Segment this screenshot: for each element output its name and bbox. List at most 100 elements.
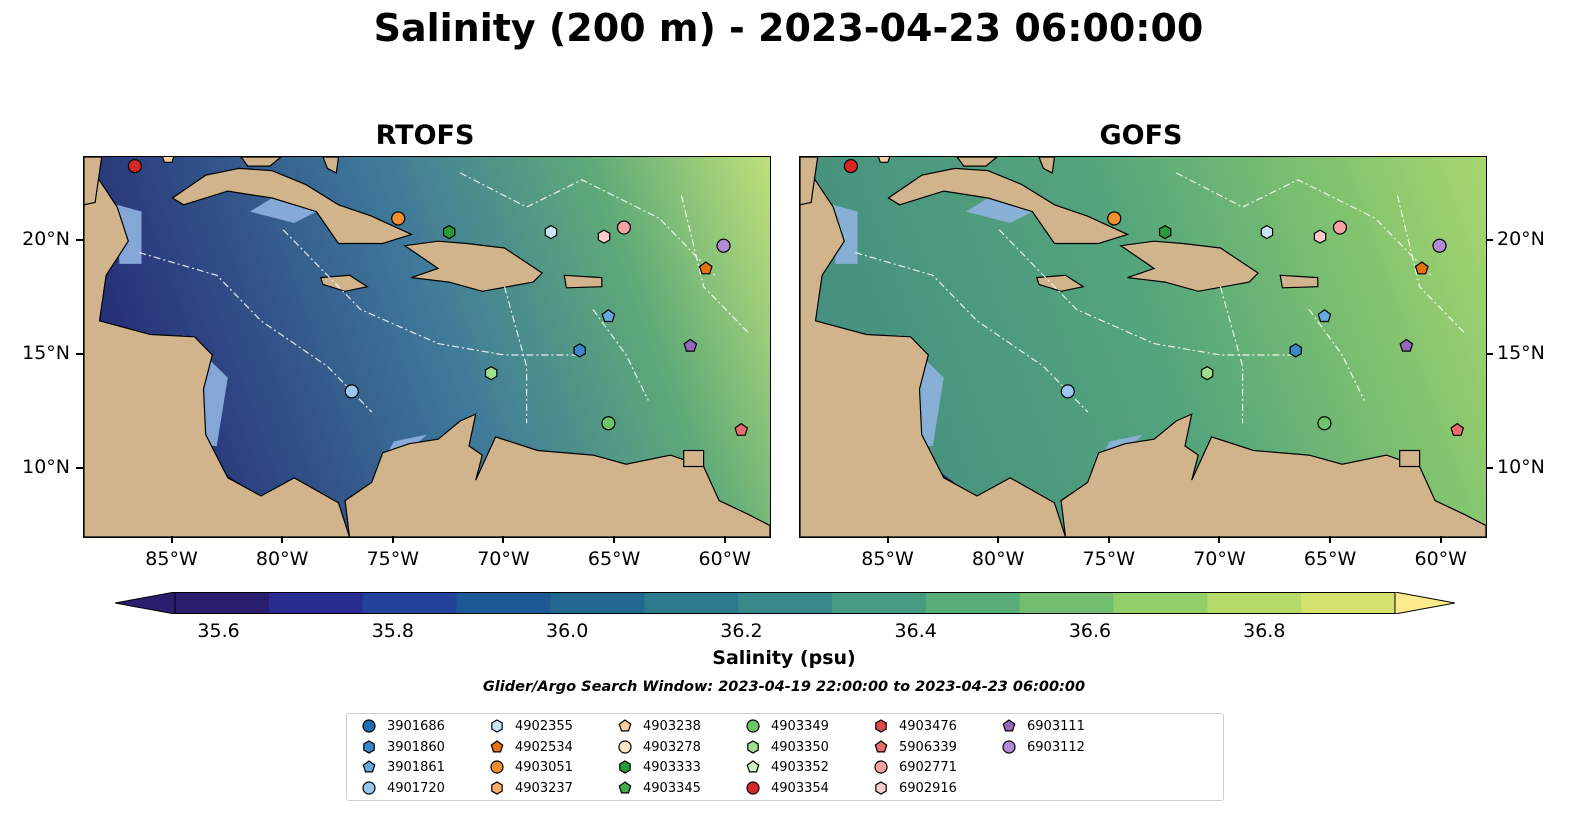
panel-title-gofs: GOFS bbox=[1099, 120, 1183, 151]
colorbar-tick-label: 36.2 bbox=[720, 620, 763, 642]
legend-marker bbox=[875, 781, 887, 795]
eez-boundary bbox=[592, 309, 649, 401]
x-tick-mark bbox=[502, 536, 505, 543]
legend-item: 4903354 bbox=[745, 780, 829, 796]
legend-label: 6902916 bbox=[899, 780, 957, 796]
legend-label: 4903349 bbox=[771, 718, 829, 734]
eez-boundary bbox=[459, 172, 716, 276]
y-tick-label-right: 15°N bbox=[1497, 341, 1545, 364]
colorbar-tick-label: 36.4 bbox=[894, 620, 937, 642]
legend-label: 5906339 bbox=[899, 739, 957, 755]
float-marker bbox=[698, 261, 713, 275]
legend-marker bbox=[363, 740, 375, 754]
float-marker bbox=[573, 343, 586, 358]
legend-item: 4903278 bbox=[617, 739, 701, 755]
x-tick-label: 60°W bbox=[1414, 548, 1467, 570]
land-centralAm bbox=[800, 157, 1067, 537]
colorbar-over-arrow bbox=[1394, 592, 1455, 614]
legend-item: 4903476 bbox=[873, 718, 957, 734]
legend-item: 6903111 bbox=[1001, 718, 1085, 734]
colorbar-segment bbox=[644, 592, 739, 614]
x-tick-label: 85°W bbox=[861, 548, 914, 570]
legend-item: 6902916 bbox=[873, 780, 957, 796]
colorbar-tick-label: 36.8 bbox=[1243, 620, 1286, 642]
legend-marker bbox=[746, 760, 760, 773]
float-marker bbox=[601, 309, 616, 323]
search-window-text: Glider/Argo Search Window: 2023-04-19 22… bbox=[482, 679, 1086, 695]
x-tick-mark bbox=[613, 536, 616, 543]
eez-boundary bbox=[1308, 309, 1365, 401]
colorbar-segment bbox=[456, 592, 551, 614]
rtofs-map[interactable] bbox=[83, 156, 771, 538]
legend-item: 3901860 bbox=[361, 739, 445, 755]
legend-label: 6903112 bbox=[1027, 739, 1085, 755]
eez-boundary bbox=[998, 229, 1298, 356]
legend-item: 3901686 bbox=[361, 718, 445, 734]
x-tick-label: 80°W bbox=[971, 548, 1025, 570]
x-tick-label: 65°W bbox=[587, 548, 641, 570]
land-centralAm bbox=[84, 157, 351, 537]
y-tick-label-left: 20°N bbox=[22, 228, 70, 251]
legend-item: 3901861 bbox=[361, 759, 445, 775]
float-marker bbox=[1107, 211, 1122, 226]
x-tick-mark bbox=[886, 536, 889, 543]
legend-marker bbox=[618, 719, 632, 732]
legend-item: 4903349 bbox=[745, 718, 829, 734]
legend-label: 4901720 bbox=[387, 780, 445, 796]
x-tick-mark bbox=[281, 536, 284, 543]
colorbar-segment bbox=[362, 592, 458, 614]
eez-boundary bbox=[1219, 286, 1244, 424]
y-tick-mark-left bbox=[76, 239, 83, 242]
shallow-shelf bbox=[250, 198, 317, 223]
land-jamaica bbox=[1035, 274, 1085, 292]
legend-marker bbox=[875, 719, 887, 733]
eez-boundary bbox=[282, 229, 582, 356]
x-tick-mark bbox=[997, 536, 1000, 543]
x-tick-label: 65°W bbox=[1303, 548, 1357, 570]
float-marker bbox=[877, 157, 891, 163]
float-marker bbox=[1332, 220, 1348, 235]
colorbar-tick-label: 35.8 bbox=[371, 620, 414, 642]
x-tick-label: 70°W bbox=[477, 548, 530, 570]
x-tick-label: 85°W bbox=[145, 548, 198, 570]
land-yucatanLow bbox=[84, 157, 103, 206]
float-marker bbox=[1260, 224, 1274, 240]
legend-marker bbox=[490, 740, 504, 753]
legend-item: 4901720 bbox=[361, 780, 445, 796]
x-tick-mark bbox=[170, 536, 173, 543]
y-tick-mark-left bbox=[76, 466, 83, 469]
legend-label: 4903333 bbox=[643, 759, 701, 775]
legend-label: 4903350 bbox=[771, 739, 829, 755]
colorbar-segment bbox=[268, 592, 364, 614]
x-tick-mark bbox=[1329, 536, 1332, 543]
colorbar-segment bbox=[175, 592, 270, 614]
legend-marker bbox=[618, 740, 632, 754]
float-marker bbox=[391, 211, 406, 226]
land-southAm bbox=[344, 413, 770, 537]
legend-marker bbox=[746, 719, 760, 733]
float-marker bbox=[683, 338, 698, 352]
float-marker bbox=[1289, 343, 1302, 358]
legend-item: 4903237 bbox=[489, 780, 573, 796]
legend-item: 4903352 bbox=[745, 759, 829, 775]
y-tick-label-right: 20°N bbox=[1497, 228, 1545, 251]
gofs-map[interactable] bbox=[799, 156, 1487, 538]
legend-label: 6903111 bbox=[1027, 718, 1085, 734]
legend-label: 4902355 bbox=[515, 718, 573, 734]
float-marker bbox=[1313, 229, 1327, 244]
legend-label: 4903354 bbox=[771, 780, 829, 796]
colorbar-segment bbox=[550, 592, 645, 614]
legend-item: 4903350 bbox=[745, 739, 829, 755]
colorbar-segment bbox=[1301, 592, 1396, 614]
figure-title: Salinity (200 m) - 2023-04-23 06:00:00 bbox=[373, 6, 1204, 50]
legend-item: 6903112 bbox=[1001, 739, 1085, 755]
land-puertorico bbox=[563, 274, 603, 289]
colorbar bbox=[115, 592, 1455, 614]
x-tick-label: 60°W bbox=[698, 548, 751, 570]
legend-label: 4903237 bbox=[515, 780, 573, 796]
x-tick-label: 75°W bbox=[366, 548, 420, 570]
y-tick-label-left: 10°N bbox=[22, 455, 70, 478]
y-tick-label-right: 10°N bbox=[1497, 455, 1545, 478]
float-marker bbox=[616, 220, 632, 235]
float-marker bbox=[1158, 224, 1172, 240]
